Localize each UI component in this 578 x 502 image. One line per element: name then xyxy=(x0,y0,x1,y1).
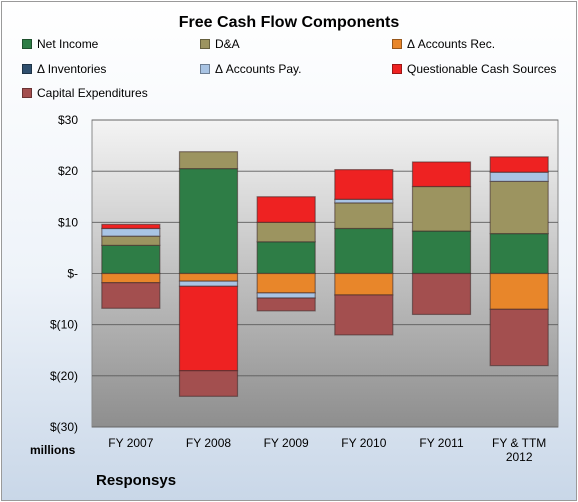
bar-segment xyxy=(178,280,239,287)
bar-segment xyxy=(489,171,549,183)
legend-item: Net Income xyxy=(22,37,98,51)
y-tick-label: $(20) xyxy=(50,369,78,383)
bar-segment xyxy=(411,161,472,188)
legend-swatch xyxy=(392,39,402,49)
chart-title: Free Cash Flow Components xyxy=(178,14,400,31)
y-tick-label: $(30) xyxy=(50,420,78,434)
y-tick-label: $20 xyxy=(58,164,78,178)
bar-segment xyxy=(256,221,316,243)
legend-label: Questionable Cash Sources xyxy=(407,62,557,76)
legend-swatch xyxy=(22,39,32,49)
bar-segment xyxy=(178,370,239,397)
x-tick-label: FY 2009 xyxy=(264,436,309,450)
bar-segment xyxy=(256,292,316,299)
bar-segment xyxy=(411,185,472,232)
bar-segment xyxy=(101,223,161,230)
bar-segment xyxy=(411,272,472,316)
bar-segment xyxy=(334,227,394,275)
x-tick-label: FY 2007 xyxy=(108,436,153,450)
legend-label: Δ Accounts Rec. xyxy=(407,37,496,51)
legend-item: Δ Inventories xyxy=(22,62,106,76)
legend-item: Questionable Cash Sources xyxy=(392,62,556,76)
bar-segment xyxy=(489,272,549,310)
bar-segment xyxy=(334,202,394,230)
bar-segment xyxy=(178,285,239,372)
bar-segment xyxy=(334,169,394,200)
legend-item: Capital Expenditures xyxy=(22,86,148,100)
legend-swatch xyxy=(22,88,32,98)
legend-label: Δ Inventories xyxy=(37,62,107,76)
legend-swatch xyxy=(22,64,32,74)
legend-label: D&A xyxy=(215,37,240,51)
bar-segment xyxy=(256,272,316,294)
legend-swatch xyxy=(200,64,210,74)
bar-segment xyxy=(256,196,316,223)
legend-label: Net Income xyxy=(37,37,99,51)
bar-segment xyxy=(101,235,161,246)
bar-segment xyxy=(489,232,549,275)
legend-item: Δ Accounts Rec. xyxy=(392,37,495,51)
bar-segment xyxy=(178,151,239,170)
bar-segment xyxy=(101,244,161,275)
bar-segment xyxy=(334,272,394,296)
bar-segment xyxy=(411,230,472,275)
y-tick-label: $30 xyxy=(58,113,78,127)
y-tick-label: $(10) xyxy=(50,318,78,332)
x-tick-label: FY 2010 xyxy=(341,436,386,450)
bar-segment xyxy=(256,297,316,312)
bar-segment xyxy=(101,282,161,309)
legend-item: D&A xyxy=(200,37,240,51)
bar-segment xyxy=(489,156,549,173)
bar-segment xyxy=(489,180,549,235)
legend-swatch xyxy=(200,39,210,49)
bar-segment xyxy=(489,308,549,367)
bar-segment xyxy=(101,227,161,237)
y-tick-label: $10 xyxy=(58,215,78,229)
legend-label: Δ Accounts Pay. xyxy=(215,62,302,76)
x-tick-label: FY & TTM 2012 xyxy=(492,436,546,464)
bar-segment xyxy=(101,272,161,284)
bar-segment xyxy=(178,168,239,275)
legend-swatch xyxy=(392,64,402,74)
bar-segment xyxy=(256,241,316,275)
x-tick-label: FY 2011 xyxy=(419,436,464,450)
bar-segment xyxy=(178,272,239,282)
units-label: millions xyxy=(30,443,76,457)
bar-segment xyxy=(334,294,394,336)
y-tick-label: $- xyxy=(67,267,78,281)
x-tick-label: FY 2008 xyxy=(186,436,231,450)
company-name: Responsys xyxy=(96,472,177,489)
legend-item: Δ Accounts Pay. xyxy=(200,62,302,76)
legend-label: Capital Expenditures xyxy=(37,86,148,100)
